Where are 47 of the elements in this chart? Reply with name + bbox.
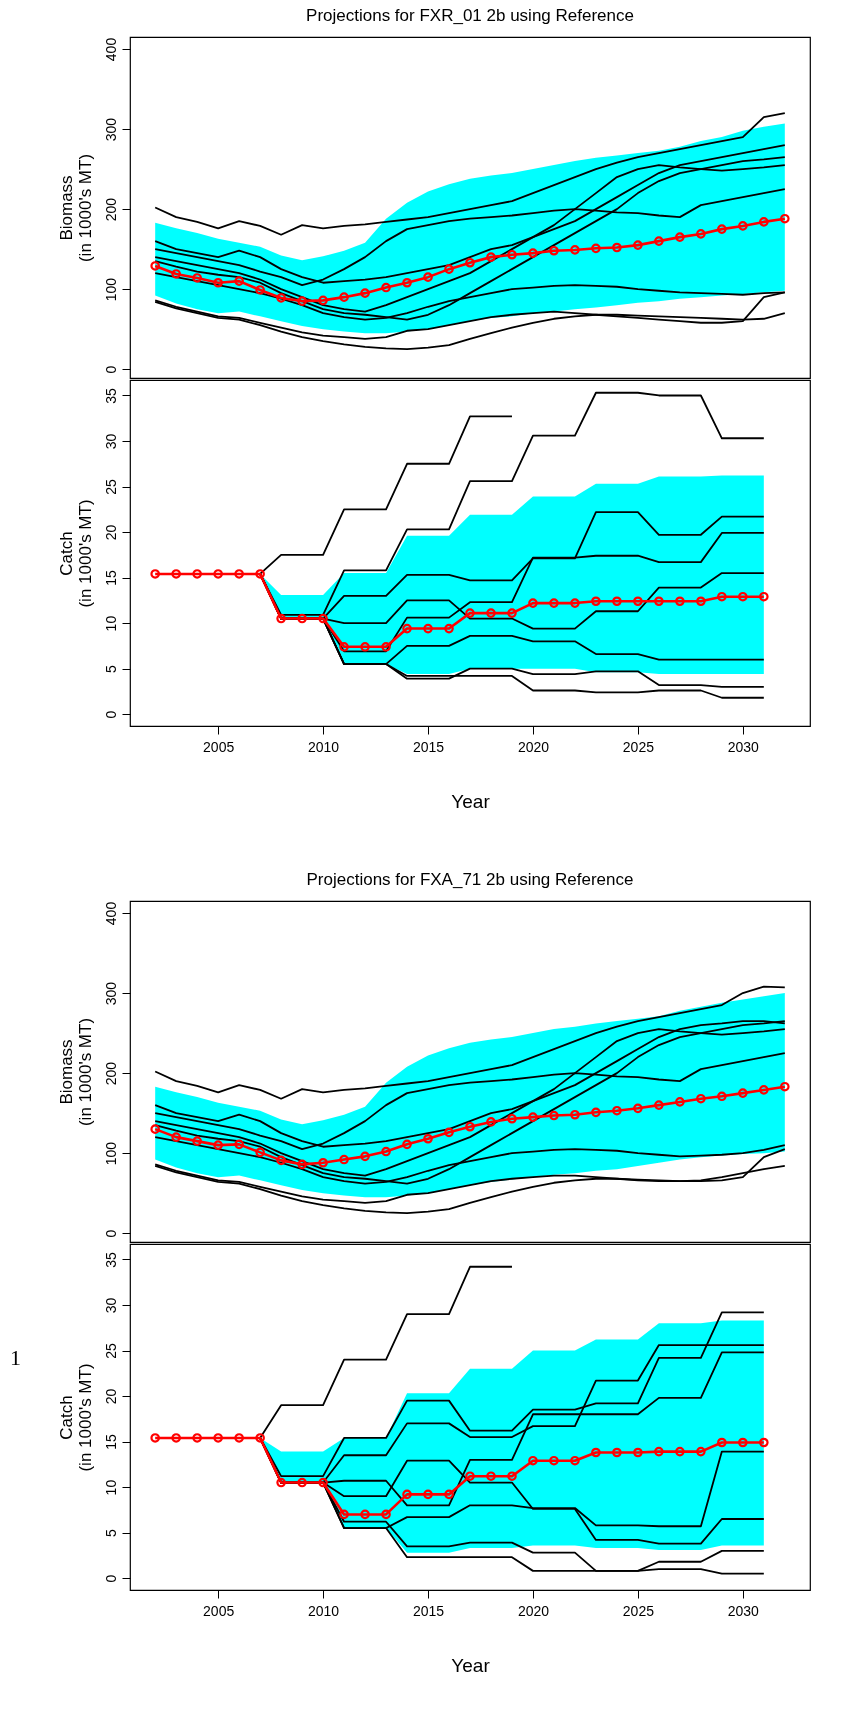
y-tick-label: 15: [102, 1434, 119, 1450]
y-tick-label: 400: [102, 901, 119, 926]
x-tick-label: 2005: [203, 1602, 235, 1619]
y-axis-title: Catch (in 1000's MT): [56, 1363, 95, 1472]
y-axis-title: Biomass (in 1000's MT): [56, 153, 95, 263]
y-tick-label: 15: [102, 570, 119, 586]
text: 1: [10, 1345, 21, 1371]
y-tick-label: 0: [102, 1229, 119, 1238]
x-tick-label: 2030: [727, 738, 760, 755]
y-tick-label: 300: [102, 117, 119, 142]
x-tick-label: 2015: [412, 738, 445, 755]
y-tick-label: 25: [102, 1343, 119, 1359]
y-tick-label: 10: [102, 615, 119, 632]
y-tick-label: 0: [102, 365, 119, 374]
y-tick-label: 20: [102, 524, 119, 541]
y-tick-label: 0: [102, 1574, 119, 1583]
y-tick-label: 400: [102, 37, 119, 62]
y-tick-label: 100: [102, 1141, 119, 1166]
y-tick-label: 300: [102, 981, 119, 1006]
x-tick-label: 2030: [727, 1602, 760, 1619]
y-tick-label: 25: [102, 479, 119, 495]
y-tick-label: 30: [102, 1297, 119, 1314]
x-tick-label: 2010: [308, 738, 340, 755]
y-tick-label: 200: [102, 1061, 119, 1086]
x-tick-label: 2020: [517, 1602, 550, 1619]
y-tick-label: 5: [102, 1529, 119, 1538]
y-tick-label: 10: [102, 1479, 119, 1496]
y-tick-label: 5: [102, 665, 119, 674]
x-tick-label: 2005: [203, 738, 235, 755]
x-tick-label: 2025: [622, 738, 655, 755]
y-tick-label: 35: [102, 387, 119, 404]
chart-title: Projections for FXA_71 2b using Reference: [306, 870, 634, 889]
chart-title: Projections for FXR_01 2b using Reference: [306, 6, 634, 25]
x-tick-label: 2020: [517, 738, 550, 755]
x-tick-label: 2025: [622, 1602, 655, 1619]
y-tick-label: 200: [102, 197, 119, 222]
y-axis-title: Biomass (in 1000's MT): [56, 1017, 95, 1127]
y-tick-label: 35: [102, 1251, 119, 1268]
y-axis-title: Catch (in 1000's MT): [56, 499, 95, 608]
x-tick-label: 2015: [412, 1602, 445, 1619]
y-tick-label: 30: [102, 433, 119, 450]
x-axis-title: Year: [451, 790, 491, 812]
x-tick-label: 2010: [308, 1602, 340, 1619]
y-tick-label: 20: [102, 1388, 119, 1405]
y-tick-label: 100: [102, 277, 119, 302]
y-tick-label: 0: [102, 710, 119, 719]
x-axis-title: Year: [451, 1654, 491, 1676]
